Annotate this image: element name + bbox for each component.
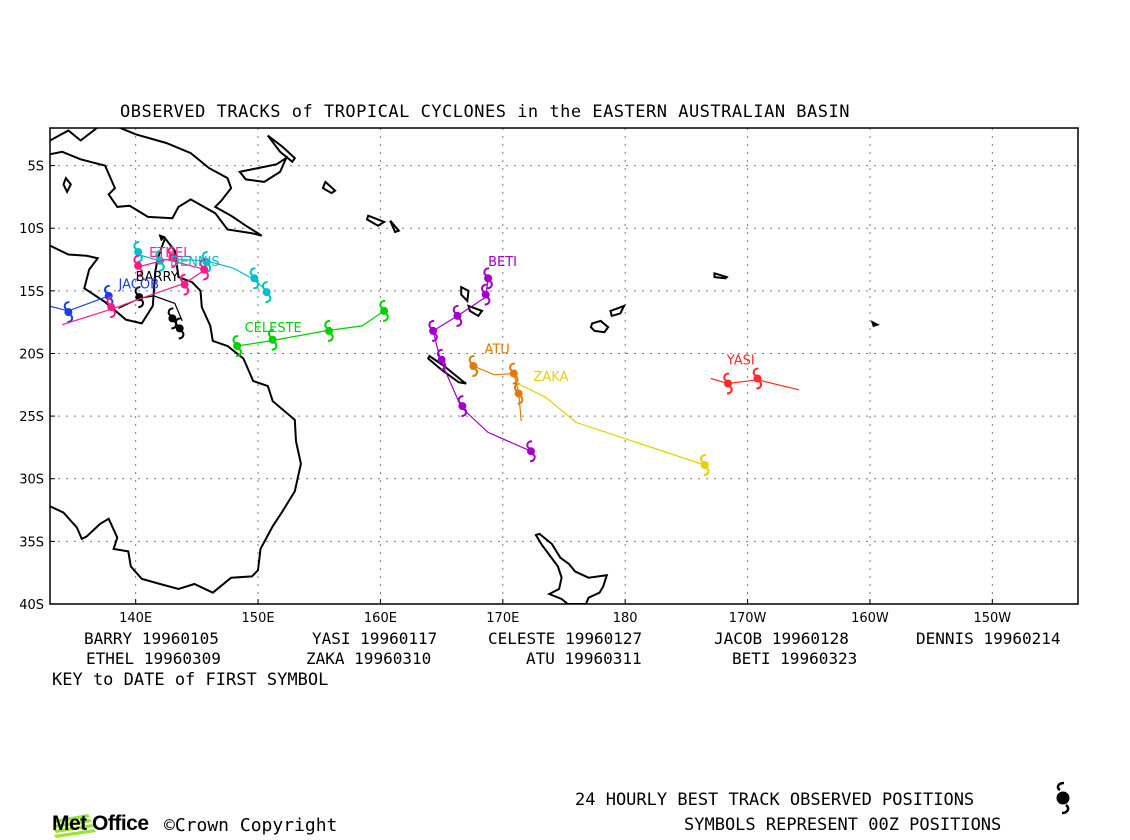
coast-fiji-viti-levu <box>589 319 610 334</box>
lon-tick-label: 180 <box>613 611 638 626</box>
cyclone-symbol-beti-3 <box>428 319 438 342</box>
cyclone-symbol-barry-0 <box>134 286 144 309</box>
cyclone-symbol-dennis-3 <box>249 267 260 290</box>
lon-tick-label: 140E <box>119 611 152 626</box>
storm-label-beti: BETI <box>488 255 517 270</box>
legend-line-2: SYMBOLS REPRESENT 00Z POSITIONS <box>684 815 1002 835</box>
lat-tick-label: 20S <box>19 347 44 362</box>
cyclone-symbol-atu-0 <box>468 355 479 377</box>
lon-tick-label: 160W <box>851 611 889 626</box>
cyclone-symbol-beti-4 <box>436 348 447 371</box>
coastlines <box>50 128 880 604</box>
cyclone-symbol-ethel-1 <box>167 246 178 268</box>
lon-tick-label: 170W <box>729 611 767 626</box>
coast-australia <box>50 236 302 594</box>
coast-fiji-vanua-levu <box>609 304 627 318</box>
map-title: OBSERVED TRACKS of TROPICAL CYCLONES in … <box>120 102 850 122</box>
cyclone-symbol-beti-1 <box>481 283 491 306</box>
cyclone-symbol-zaka-0 <box>700 454 710 476</box>
track-line-zaka <box>517 382 705 466</box>
lon-tick-label: 170E <box>486 611 519 626</box>
legend-line-1: 24 HOURLY BEST TRACK OBSERVED POSITIONS <box>575 790 975 810</box>
cyclone-symbol-icon <box>1056 781 1070 815</box>
key-entry-atu: ATU 19960311 <box>526 649 642 668</box>
coast-new-guinea <box>50 128 263 237</box>
lat-tick-label: 25S <box>19 410 44 425</box>
lon-tick-label: 160E <box>364 611 397 626</box>
track-line-yasi <box>710 377 800 391</box>
cyclone-symbol-dennis-4 <box>261 281 272 304</box>
coast-new-zealand-north <box>534 532 609 604</box>
coast-torres-island <box>158 234 166 242</box>
storm-label-ethel: ETHEL <box>149 246 191 261</box>
coast-solomons-3 <box>389 220 401 234</box>
storm-label-barry: BARRY <box>136 270 179 285</box>
cyclone-symbol-celeste-3 <box>379 299 389 322</box>
coast-solomons-1 <box>321 180 337 195</box>
storm-label-atu: ATU <box>484 342 509 357</box>
key-entry-dennis: DENNIS 19960214 <box>916 629 1061 648</box>
cyclone-symbol-yasi-1 <box>752 367 763 390</box>
coast-samoa <box>713 271 729 280</box>
coast-vanuatu-1 <box>460 285 470 304</box>
cyclone-symbol-ethel-3 <box>179 273 190 296</box>
cyclone-symbol-beti-2 <box>452 304 463 327</box>
coast-png-island <box>62 176 72 195</box>
lat-tick-label: 5S <box>27 160 44 175</box>
cyclone-symbol-beti-6 <box>526 440 536 463</box>
cyclone-symbol-yasi-0 <box>723 372 733 395</box>
cyclone-symbol-barry-1 <box>167 307 178 330</box>
cyclone-symbol-jacob-1 <box>63 301 74 324</box>
map-frame <box>49 127 1079 605</box>
lat-tick-label: 40S <box>19 598 44 613</box>
key-entry-beti: BETI 19960323 <box>732 649 858 668</box>
coast-new-caledonia <box>426 354 467 385</box>
track-line-beti <box>432 278 532 452</box>
storm-label-zaka: ZAKA <box>533 370 568 385</box>
met-office-logo-text: Met Office <box>52 812 149 835</box>
lat-tick-label: 15S <box>19 285 44 300</box>
cyclone-symbol-celeste-2 <box>324 319 334 342</box>
key-entry-zaka: ZAKA 19960310 <box>306 649 432 668</box>
cyclone-symbol-ethel-2 <box>199 258 209 281</box>
coast-vanuatu-2 <box>467 304 484 318</box>
key-entry-celeste: CELESTE 19960127 <box>488 629 643 648</box>
lat-tick-label: 35S <box>19 535 44 550</box>
storm-label-dennis: DENNIS <box>170 255 220 270</box>
key-entry-yasi: YASI 19960117 <box>312 629 438 648</box>
storm-label-yasi: YASI <box>726 354 755 369</box>
storm-label-celeste: CELESTE <box>245 321 302 336</box>
coast-new-ireland <box>267 134 297 164</box>
cyclone-symbol-ethel-4 <box>106 296 116 319</box>
cyclone-symbol-dennis-0 <box>133 241 143 263</box>
cyclone-symbol-atu-2 <box>514 382 524 405</box>
cyclone-symbol-celeste-0 <box>232 335 242 357</box>
key-entry-jacob: JACOB 19960128 <box>714 629 849 648</box>
coast-cook-island <box>870 320 880 328</box>
storm-label-jacob: JACOB <box>118 277 159 292</box>
key-caption: KEY to DATE of FIRST SYMBOL <box>52 670 329 690</box>
coast-solomons-2 <box>365 214 387 227</box>
lat-tick-label: 10S <box>19 222 44 237</box>
coast-new-britain <box>237 155 289 183</box>
cyclone-tracks <box>50 241 800 476</box>
key-entry-barry: BARRY 19960105 <box>84 629 219 648</box>
cyclone-symbol-ethel-0 <box>133 254 143 277</box>
cyclone-symbol-celeste-1 <box>268 328 278 351</box>
lat-tick-label: 30S <box>19 473 44 488</box>
key-entry-ethel: ETHEL 19960309 <box>86 649 221 668</box>
cyclone-symbol-barry-2 <box>175 317 185 340</box>
met-office-logo-icon <box>54 814 96 838</box>
copyright-text: ©Crown Copyright <box>164 815 338 836</box>
cyclone-symbol-atu-1 <box>509 362 519 385</box>
cyclone-symbol-beti-5 <box>457 395 468 418</box>
lon-tick-label: 150W <box>973 611 1011 626</box>
cyclone-symbol-beti-0 <box>483 267 493 290</box>
lon-tick-label: 150E <box>242 611 275 626</box>
